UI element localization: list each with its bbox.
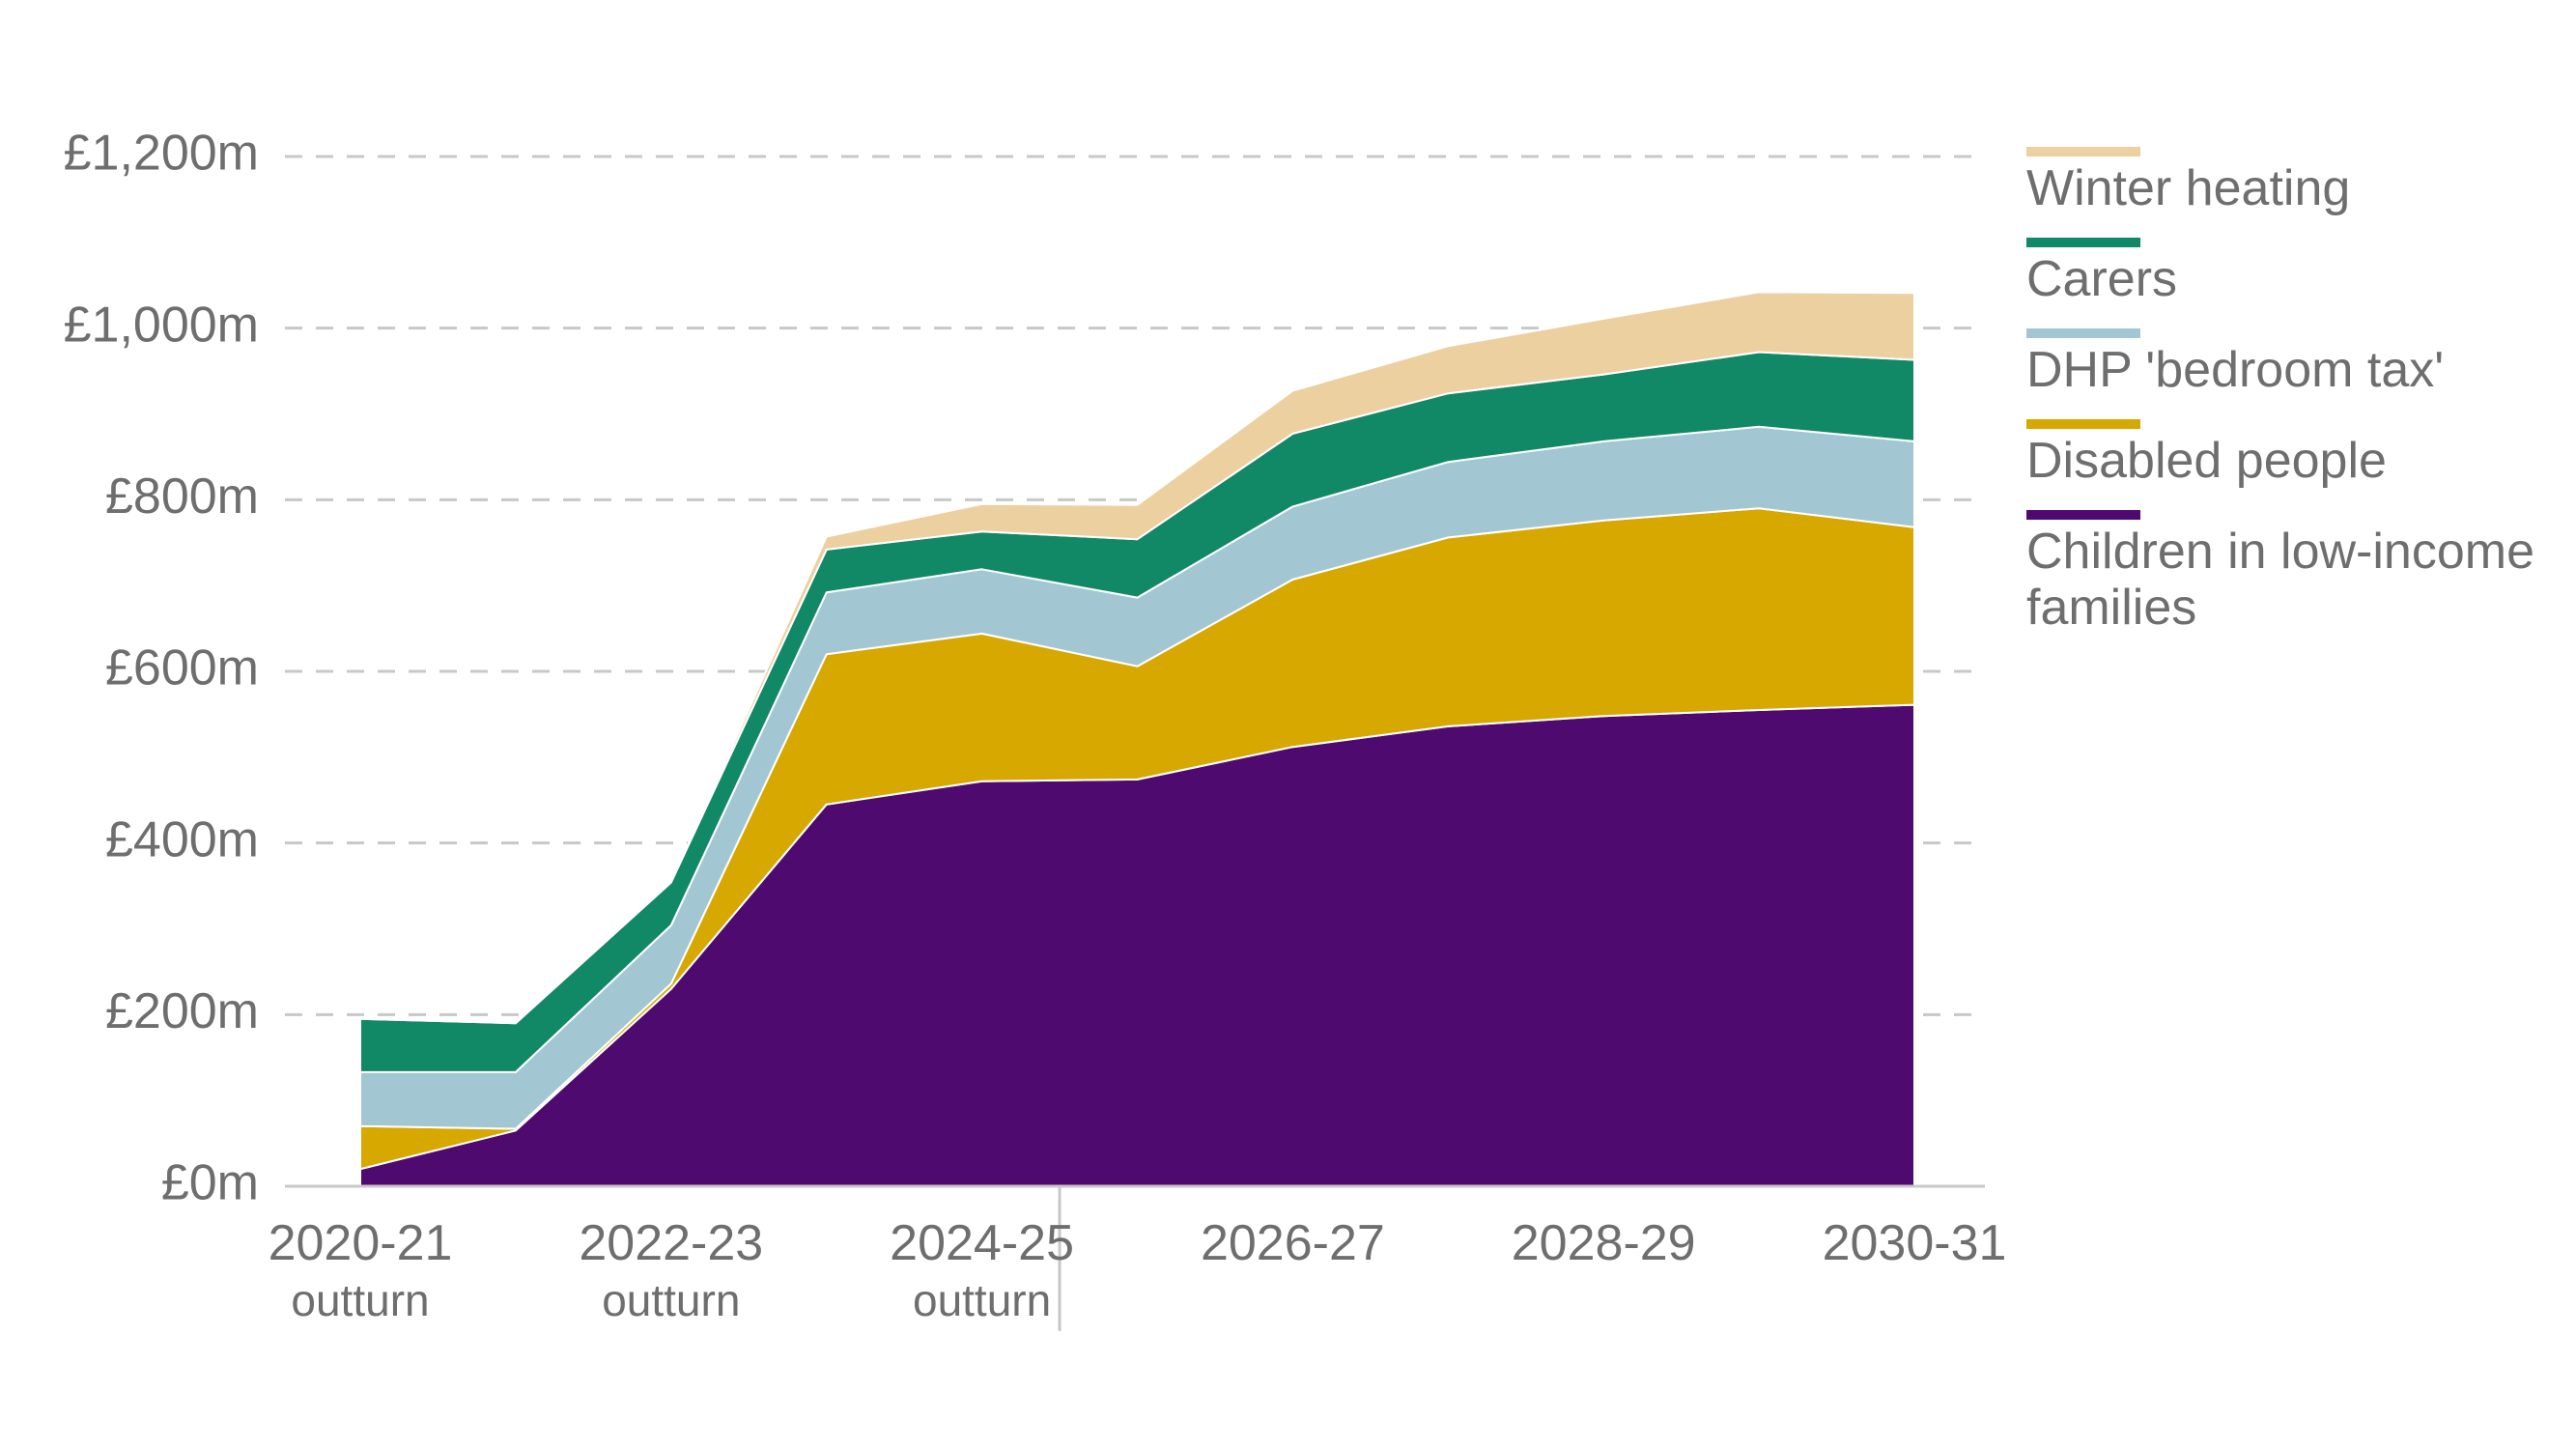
legend-item-winter-heating: Winter heating xyxy=(2026,147,2567,216)
x-tick-label-2026-27: 2026-27 xyxy=(1201,1215,1385,1271)
legend-label-disabled-people: Disabled people xyxy=(2026,433,2387,489)
x-tick-sublabel-2022-23: outturn xyxy=(602,1275,740,1325)
y-axis-ticks: £0m £200m £400m £600m £800m £1,000m £1,200m xyxy=(64,126,259,1211)
area-winter-heating xyxy=(359,291,1915,1025)
legend: Winter heating Carers DHP 'bedroom tax' … xyxy=(2026,147,2567,657)
legend-swatch-carers xyxy=(2026,238,2140,247)
x-tick-label-2030-31: 2030-31 xyxy=(1823,1215,2007,1271)
x-tick-label-2024-25: 2024-25 xyxy=(890,1215,1074,1271)
legend-label-children-low-income: Children in low-income families xyxy=(2026,524,2534,636)
legend-label-winter-heating: Winter heating xyxy=(2026,160,2351,216)
series-areas xyxy=(359,291,1915,1187)
x-axis-ticks: 2020-21outturn2022-23outturn2024-25outtu… xyxy=(269,1215,2007,1325)
x-tick-sublabel-2020-21: outturn xyxy=(291,1275,429,1325)
y-tick-label-1-000m: £1,000m xyxy=(64,297,259,353)
legend-swatch-winter-heating xyxy=(2026,147,2140,156)
y-tick-label-200m: £200m xyxy=(105,983,259,1039)
y-tick-label-0m: £0m xyxy=(161,1155,259,1211)
x-tick-label-2022-23: 2022-23 xyxy=(579,1215,763,1271)
legend-label-carers: Carers xyxy=(2026,251,2178,307)
y-tick-label-1-200m: £1,200m xyxy=(64,126,259,182)
legend-swatch-dhp-bedroom-tax xyxy=(2026,328,2140,338)
legend-item-carers: Carers xyxy=(2026,238,2567,307)
legend-swatch-children-low-income xyxy=(2026,510,2140,520)
y-tick-label-600m: £600m xyxy=(105,640,259,696)
legend-item-children-low-income: Children in low-income families xyxy=(2026,510,2567,636)
legend-swatch-disabled-people xyxy=(2026,419,2140,429)
x-tick-label-2028-29: 2028-29 xyxy=(1512,1215,1696,1271)
x-tick-sublabel-2024-25: outturn xyxy=(913,1275,1051,1325)
legend-item-disabled-people: Disabled people xyxy=(2026,419,2567,489)
axes xyxy=(285,1184,1985,1331)
legend-item-dhp-bedroom-tax: DHP 'bedroom tax' xyxy=(2026,328,2567,398)
legend-label-dhp-bedroom-tax: DHP 'bedroom tax' xyxy=(2026,342,2445,398)
y-tick-label-800m: £800m xyxy=(105,469,259,525)
y-tick-label-400m: £400m xyxy=(105,811,259,867)
x-tick-label-2020-21: 2020-21 xyxy=(269,1215,453,1271)
